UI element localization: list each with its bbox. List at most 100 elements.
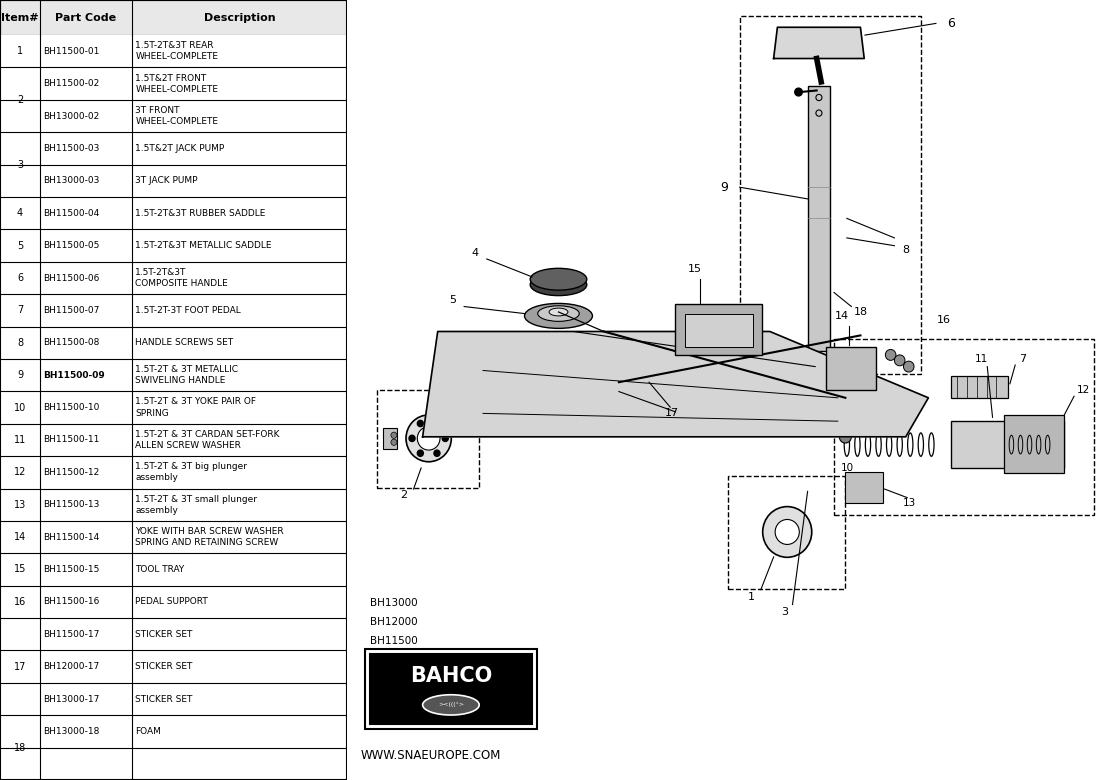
Ellipse shape: [549, 308, 568, 316]
Text: 3T FRONT: 3T FRONT: [136, 106, 180, 115]
Text: WHEEL-COMPLETE: WHEEL-COMPLETE: [136, 85, 218, 94]
Text: BH12000-17: BH12000-17: [43, 662, 99, 671]
Text: BH11500-08: BH11500-08: [43, 339, 100, 347]
Bar: [0, 133, 347, 165]
Text: 1.5T-2T&3T RUBBER SADDLE: 1.5T-2T&3T RUBBER SADDLE: [136, 209, 266, 218]
Ellipse shape: [538, 306, 580, 321]
Text: 13: 13: [14, 500, 26, 509]
Text: BH11500-16: BH11500-16: [43, 597, 100, 606]
Text: assembly: assembly: [136, 506, 179, 515]
Bar: [676, 304, 763, 355]
Circle shape: [795, 88, 802, 96]
Bar: [0, 424, 347, 456]
Bar: [0, 165, 347, 197]
Text: 1.5T-2T & 3T big plunger: 1.5T-2T & 3T big plunger: [136, 463, 247, 471]
Circle shape: [418, 420, 423, 427]
Bar: [383, 428, 397, 448]
Text: COMPOSITE HANDLE: COMPOSITE HANDLE: [136, 279, 228, 288]
Text: BH11500-05: BH11500-05: [43, 241, 100, 250]
Ellipse shape: [418, 427, 440, 450]
Text: 5: 5: [450, 296, 456, 305]
Text: assembly: assembly: [136, 473, 179, 483]
Text: ALLEN SCREW WASHER: ALLEN SCREW WASHER: [136, 441, 241, 450]
Circle shape: [391, 432, 397, 438]
Text: 1.5T-2T&3T: 1.5T-2T&3T: [136, 268, 186, 277]
Circle shape: [885, 349, 896, 360]
Bar: [0, 651, 347, 682]
Text: SPRING AND RETAINING SCREW: SPRING AND RETAINING SCREW: [136, 538, 279, 548]
Text: BH11500-06: BH11500-06: [43, 274, 100, 282]
Text: SWIVELING HANDLE: SWIVELING HANDLE: [136, 376, 226, 385]
Text: 5: 5: [17, 240, 23, 250]
Bar: [0, 456, 347, 488]
Text: 12: 12: [1077, 385, 1090, 395]
Text: 6: 6: [947, 17, 955, 30]
Text: BH11500-15: BH11500-15: [43, 565, 100, 574]
Text: BH11500: BH11500: [370, 636, 418, 646]
Text: 16: 16: [14, 597, 26, 607]
Circle shape: [840, 431, 852, 443]
Circle shape: [895, 355, 905, 366]
Ellipse shape: [530, 268, 586, 290]
Bar: [0, 68, 347, 100]
Text: 1.5T-2T&3T METALLIC SADDLE: 1.5T-2T&3T METALLIC SADDLE: [136, 241, 272, 250]
Bar: [370, 654, 532, 724]
Ellipse shape: [775, 519, 799, 544]
Text: TOOL TRAY: TOOL TRAY: [136, 565, 185, 574]
Bar: [728, 476, 845, 589]
Text: 15: 15: [13, 565, 26, 575]
Text: 13: 13: [903, 498, 916, 508]
Text: 10: 10: [841, 463, 854, 473]
Text: 3: 3: [781, 608, 788, 617]
Text: 1.5T-2T & 3T small plunger: 1.5T-2T & 3T small plunger: [136, 495, 258, 504]
Text: 1.5T-2T & 3T YOKE PAIR OF: 1.5T-2T & 3T YOKE PAIR OF: [136, 397, 257, 406]
Bar: [377, 390, 479, 488]
Text: BH11500-10: BH11500-10: [43, 403, 100, 412]
Circle shape: [434, 420, 440, 427]
Text: 4: 4: [17, 208, 23, 218]
Bar: [0, 618, 347, 651]
Circle shape: [442, 435, 449, 441]
Bar: [0, 715, 347, 747]
Text: Description: Description: [204, 12, 276, 23]
Bar: [0, 294, 347, 327]
Text: 11: 11: [14, 435, 26, 445]
Bar: [1004, 415, 1065, 473]
Text: HANDLE SCREWS SET: HANDLE SCREWS SET: [136, 339, 234, 347]
Text: 6: 6: [17, 273, 23, 283]
Text: 2: 2: [17, 95, 23, 105]
Text: PEDAL SUPPORT: PEDAL SUPPORT: [136, 597, 208, 606]
Text: BH11500-03: BH11500-03: [43, 144, 100, 153]
Bar: [0, 35, 347, 68]
Text: 4: 4: [472, 249, 479, 258]
Circle shape: [409, 435, 415, 441]
Ellipse shape: [763, 507, 812, 557]
Bar: [685, 314, 754, 347]
Text: BH13000-17: BH13000-17: [43, 694, 100, 704]
Text: 3T JACK PUMP: 3T JACK PUMP: [136, 176, 198, 186]
Bar: [0, 586, 347, 618]
Bar: [0, 100, 347, 133]
Text: 8: 8: [17, 338, 23, 348]
Circle shape: [391, 439, 397, 445]
Text: 11: 11: [974, 354, 987, 363]
Text: STICKER SET: STICKER SET: [136, 694, 193, 704]
Text: Item#: Item#: [1, 12, 39, 23]
Text: 9: 9: [17, 370, 23, 380]
Text: BH11500-14: BH11500-14: [43, 533, 99, 541]
Circle shape: [832, 374, 841, 383]
Bar: [951, 421, 1065, 468]
Text: 1.5T&2T JACK PUMP: 1.5T&2T JACK PUMP: [136, 144, 225, 153]
Text: 17: 17: [13, 661, 26, 672]
Bar: [0, 553, 347, 586]
Text: 1.5T-2T-3T FOOT PEDAL: 1.5T-2T-3T FOOT PEDAL: [136, 306, 241, 315]
Bar: [0, 521, 347, 553]
Text: 15: 15: [688, 264, 701, 274]
Text: 7: 7: [17, 306, 23, 315]
Ellipse shape: [525, 303, 593, 328]
Bar: [808, 86, 830, 351]
Bar: [0, 197, 347, 229]
Bar: [951, 376, 1007, 398]
Circle shape: [842, 374, 852, 383]
Text: 1.5T-2T & 3T METALLIC: 1.5T-2T & 3T METALLIC: [136, 365, 238, 374]
